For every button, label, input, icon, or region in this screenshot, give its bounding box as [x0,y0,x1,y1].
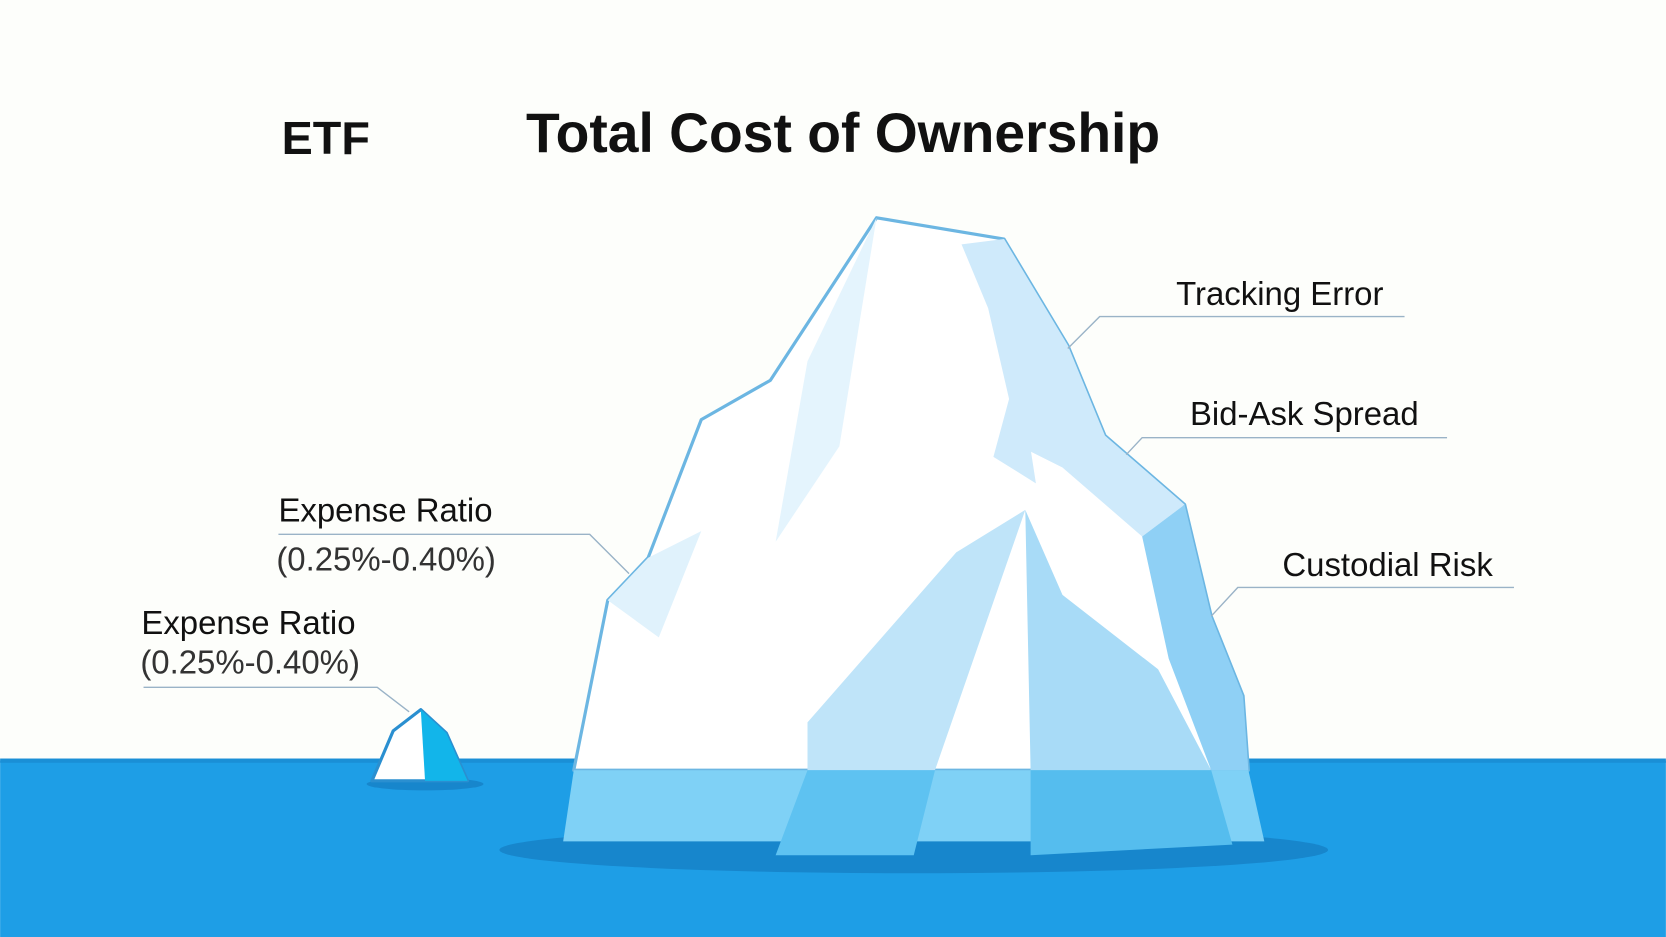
label: Expense Ratio [278,492,492,529]
label: Custodial Risk [1282,546,1493,583]
label: Tracking Error [1176,275,1383,312]
leader-line [143,686,410,713]
label: Expense Ratio [141,604,355,641]
facet [1025,509,1212,771]
facet [807,509,1026,771]
leader-line [1067,315,1405,349]
header-title: Total Cost of Ownership [526,102,1160,164]
leader-line [278,533,630,575]
facet [607,531,702,638]
facet [993,366,1036,484]
facet [775,217,877,542]
facet [1030,770,1233,856]
leader-line [1210,586,1514,617]
label-detail: (0.25%-0.40%) [140,644,360,681]
label-detail: (0.25%-0.40%) [276,540,496,577]
facet [961,239,1185,537]
leader-line [1125,437,1448,456]
facet [420,709,468,781]
header-left: ETF [282,112,370,164]
facet [775,770,935,856]
label: Bid-Ask Spread [1190,395,1419,432]
facet [1142,504,1249,771]
